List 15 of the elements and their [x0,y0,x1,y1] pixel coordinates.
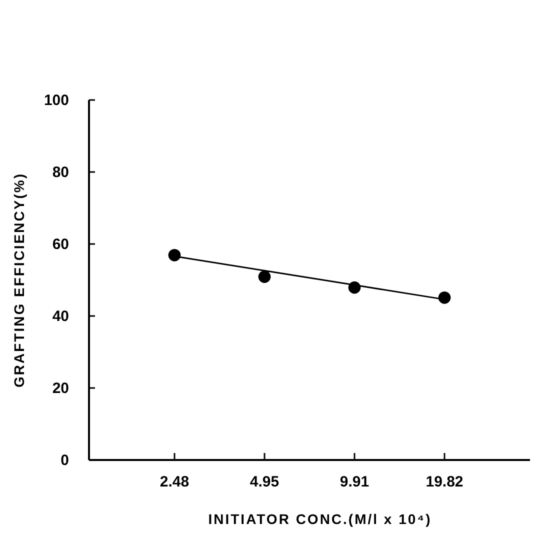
y-axis-title: GRAFTING EFFICIENCY(%) [11,172,27,388]
x-tick-label: 2.48 [160,474,190,491]
x-tick-label: 4.95 [250,474,280,491]
x-tick-label: 9.91 [340,474,370,491]
y-tick-label: 60 [52,236,69,253]
x-axis-title: INITIATOR CONC.(M/l x 10⁴) [208,511,432,527]
point [258,270,271,283]
point [168,248,181,262]
y-tick-label: 20 [52,380,69,397]
y-tick-label: 40 [52,308,69,325]
y-tick-label: 100 [44,92,69,109]
point [438,291,451,304]
y-tick-label: 0 [60,452,69,469]
x-tick-label: 19.82 [426,474,464,491]
y-tick-label: 80 [52,164,69,181]
